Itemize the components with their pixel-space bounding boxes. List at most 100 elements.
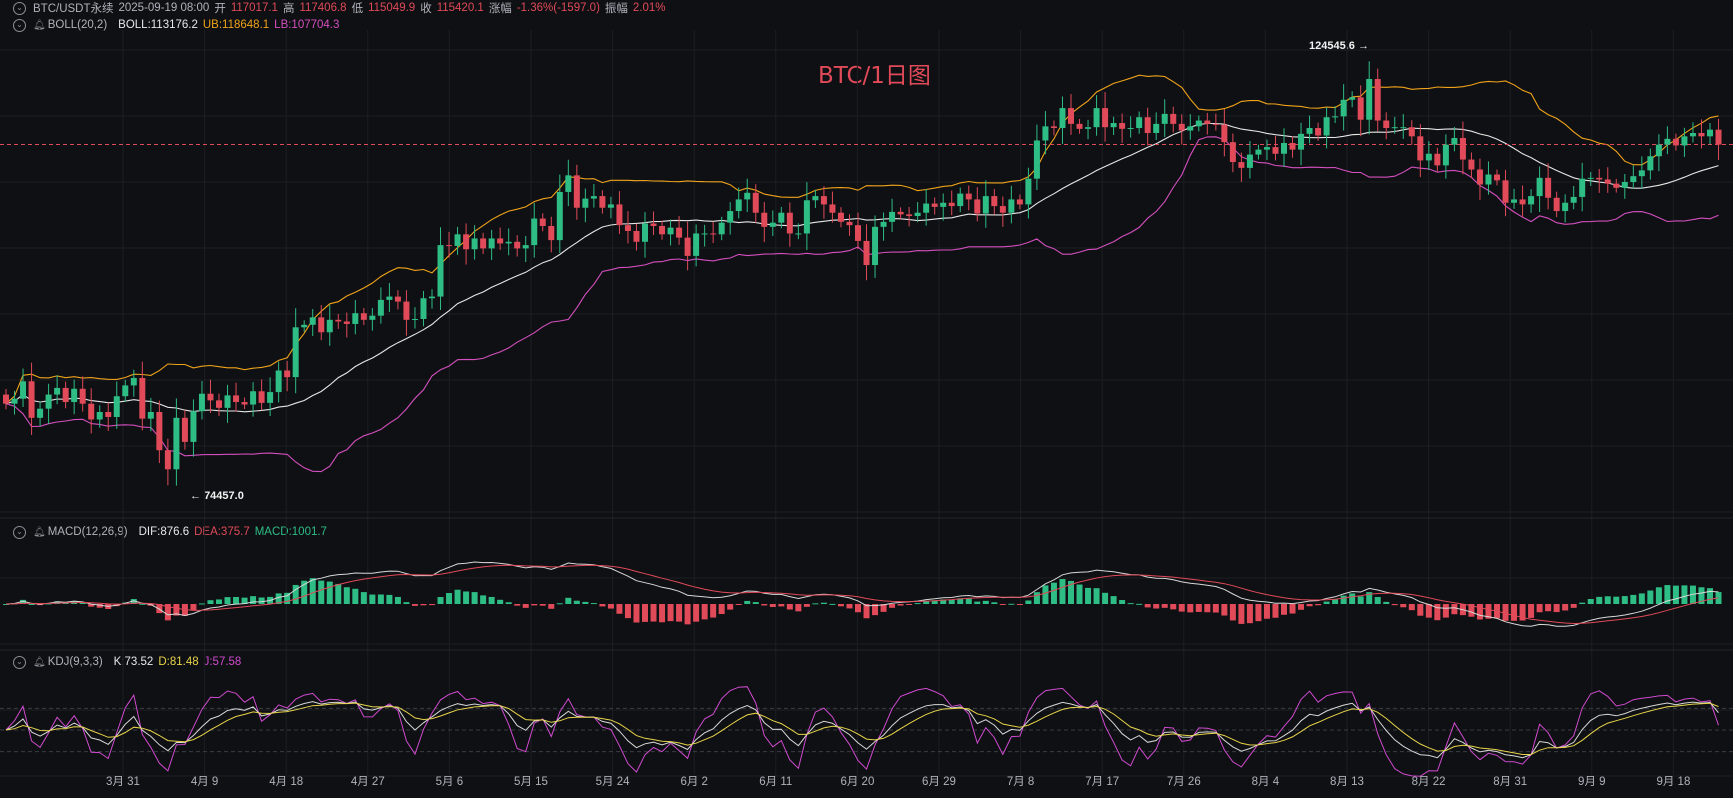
candle-body [386,296,393,300]
chart-title: BTC/1日图 [818,63,931,89]
macd-hist-bar [565,597,572,604]
boll-legend: ⌄ 🔔︎ BOLL(20,2) BOLL:113176.2 UB:118648.… [0,17,339,33]
macd-hist-bar [318,580,325,604]
kdj-name[interactable]: KDJ(9,3,3) [47,656,103,668]
collapse-toggle-icon[interactable]: ⌄ [13,1,26,15]
candle-body [190,411,197,442]
macd-hist-bar [1306,604,1313,607]
candle-body [198,393,205,412]
macd-hist-bar [761,604,768,606]
candle-body [539,218,546,226]
datetime-label: 2025-09-19 08:00 [118,2,210,14]
candle-body [1144,117,1151,133]
macd-hist-bar [1315,604,1322,606]
macd-hist-bar [1502,604,1509,621]
boll-upper-line [5,74,1719,405]
kdj-d-line [5,702,1719,755]
candle-body [1263,147,1270,150]
macd-hist-bar [999,604,1006,605]
candle-body [1272,147,1279,154]
candle-body [1562,202,1569,212]
kdj-d-value: D:81.48 [158,656,199,668]
candle-body [284,370,291,378]
candle-body [1451,137,1458,145]
candle-body [394,296,401,302]
bell-icon[interactable]: 🔔︎ [33,526,46,538]
macd-hist-bar [667,604,674,622]
candle-body [1212,123,1219,125]
candle-body [250,391,257,405]
candle-body [28,381,35,418]
macd-hist-bar [1102,592,1109,604]
macd-hist-bar [284,592,291,604]
macd-hist-bar [1050,582,1057,604]
collapse-toggle-icon[interactable]: ⌄ [13,525,26,539]
macd-hist-bar [352,588,359,604]
candle-body [1246,154,1253,168]
macd-name[interactable]: MACD(12,26,9) [47,526,128,538]
candle-body [1579,178,1586,197]
macd-hist-bar [1136,603,1143,605]
macd-hist-bar [633,604,640,623]
candle-body [752,192,759,213]
macd-hist-bar [1664,585,1671,604]
close-label: 收 [420,3,432,15]
candle-body [1528,196,1535,205]
macd-hist-bar [1076,584,1083,604]
macd-hist-bar [923,600,930,604]
collapse-toggle-icon[interactable]: ⌄ [13,18,26,32]
candle-body [318,317,325,333]
candle-body [403,301,410,320]
macd-hist-bar [386,594,393,604]
candle-body [1008,199,1015,213]
macd-hist-bar [241,597,248,604]
candle-body [1519,199,1526,205]
candle-body [837,212,844,222]
macd-hist-bar [599,604,606,607]
macd-hist-bar [1255,604,1262,622]
bell-icon[interactable]: 🔔︎ [33,656,46,668]
macd-hist-bar [1212,604,1219,613]
boll-name[interactable]: BOLL(20,2) [47,19,108,31]
candle-body [693,233,700,256]
candle-body [37,408,44,418]
x-tick-label: 9月 9 [1578,776,1606,788]
collapse-toggle-icon[interactable]: ⌄ [13,655,26,669]
candle-body [667,227,674,235]
macd-hist-bar [829,603,836,605]
candle-body [650,223,657,226]
macd-hist-bar [642,604,648,622]
candle-body [1366,79,1373,120]
macd-hist-bar [1468,604,1475,617]
candle-body [1647,156,1654,171]
macd-hist-bar [718,604,725,615]
candle-body [565,175,572,192]
candle-body [20,381,27,399]
macd-hist-bar [982,600,989,604]
candle-body [1408,127,1415,137]
candle-body [1306,128,1313,134]
candle-body [1383,120,1390,129]
x-tick-label: 6月 2 [680,776,708,788]
candle-body [79,388,86,404]
bell-icon[interactable]: 🔔︎ [33,19,46,31]
macd-hist-bar [522,604,529,608]
macd-hist-bar [1400,604,1407,608]
macd-hist-bar [250,596,257,604]
candle-body [982,196,989,214]
macd-hist-bar [1613,596,1620,604]
x-tick-label: 5月 6 [436,776,464,788]
candle-body [999,206,1006,213]
x-tick-label: 4月 18 [269,776,303,788]
candle-body [1332,116,1339,118]
macd-legend: ⌄ 🔔︎ MACD(12,26,9) DIF:876.6 DEA:375.7 M… [0,524,327,540]
candle-body [411,319,418,320]
candle-body [599,196,606,208]
candle-body [1476,169,1483,185]
candle-body [1417,136,1424,161]
macd-hist-bar [616,604,623,614]
x-tick-label: 6月 20 [840,776,874,788]
macd-hist-bar [1144,604,1151,608]
symbol-label[interactable]: BTC/USDT永续 [33,3,114,15]
